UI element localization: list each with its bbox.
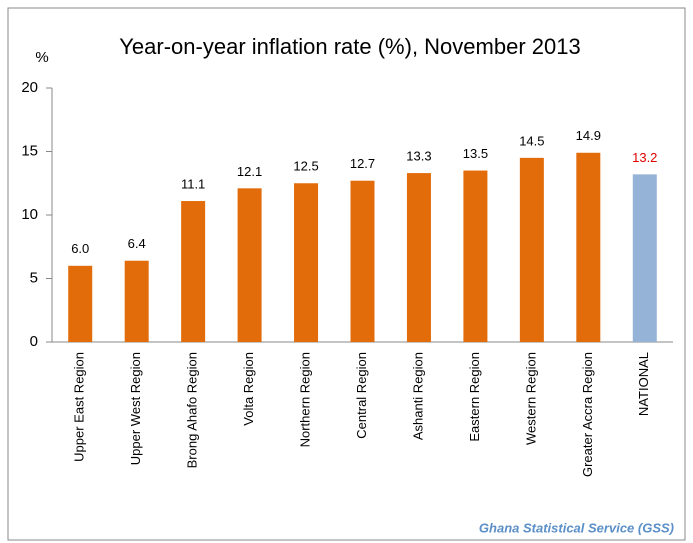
y-axis-label: %: [35, 49, 48, 66]
bar: [463, 170, 488, 342]
value-label: 12.7: [350, 156, 375, 171]
bar: [294, 183, 319, 342]
value-label: 13.2: [632, 150, 657, 165]
value-label: 6.0: [71, 241, 89, 256]
bar: [124, 260, 149, 342]
x-tick-label: Northern Region: [297, 352, 312, 447]
bar: [181, 201, 206, 342]
y-tick-label: 10: [21, 206, 38, 223]
x-tick-label: NATIONAL: [636, 352, 651, 416]
bar: [576, 152, 601, 342]
x-tick-label: Central Region: [354, 352, 369, 439]
value-label: 13.5: [463, 146, 488, 161]
bar: [68, 265, 93, 342]
x-tick-label: Upper West Region: [128, 352, 143, 465]
chart-frame: [7, 7, 686, 541]
bar: [237, 188, 262, 342]
x-tick-label: Upper East Region: [72, 352, 87, 462]
value-label: 12.1: [237, 164, 262, 179]
value-label: 14.5: [519, 133, 544, 148]
value-label: 13.3: [406, 149, 431, 164]
x-tick-label: Eastern Region: [467, 352, 482, 442]
x-tick-label: Brong Ahafo Region: [185, 352, 200, 468]
bar: [632, 174, 657, 342]
y-tick-label: 5: [30, 269, 38, 286]
source-note: Ghana Statistical Service (GSS): [479, 520, 674, 535]
y-tick-label: 0: [30, 333, 38, 350]
bar: [350, 180, 375, 342]
value-label: 14.9: [576, 128, 601, 143]
y-tick-label: 20: [21, 79, 38, 96]
x-tick-label: Ashanti Region: [410, 352, 425, 440]
x-tick-label: Western Region: [523, 352, 538, 445]
value-label: 11.1: [181, 176, 205, 191]
value-label: 6.4: [128, 236, 146, 251]
bar: [519, 157, 544, 342]
y-tick-label: 15: [21, 142, 38, 159]
bar: [406, 173, 431, 342]
chart-title: Year-on-year inflation rate (%), Novembe…: [119, 34, 580, 59]
x-tick-label: Volta Region: [241, 352, 256, 426]
x-tick-label: Greater Accra Region: [580, 352, 595, 477]
value-label: 12.5: [293, 159, 318, 174]
